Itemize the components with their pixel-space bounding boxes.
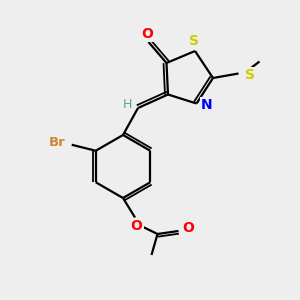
Text: S: S [245, 68, 255, 82]
Text: N: N [201, 98, 213, 112]
Text: H: H [123, 98, 132, 112]
Text: O: O [130, 219, 142, 233]
Text: S: S [188, 34, 199, 48]
Text: O: O [182, 221, 194, 235]
Text: Br: Br [48, 136, 65, 149]
Text: O: O [141, 27, 153, 40]
